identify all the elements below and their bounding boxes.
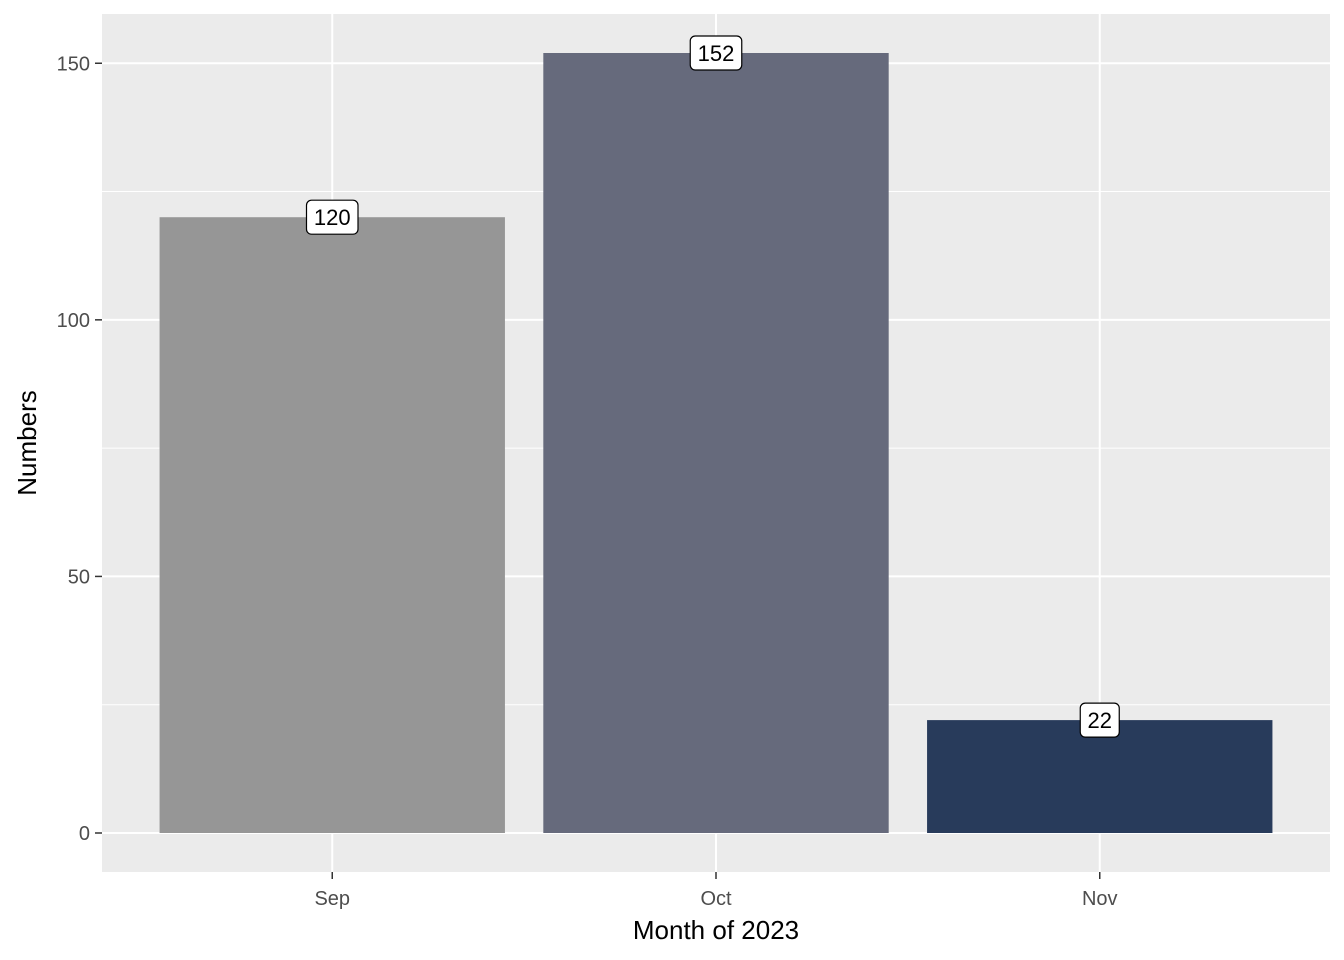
bar-oct — [543, 53, 889, 833]
y-axis-title: Numbers — [12, 390, 42, 495]
y-tick-label: 50 — [68, 566, 90, 588]
x-tick-label: Nov — [1082, 888, 1118, 910]
x-tick-label: Oct — [700, 888, 732, 910]
bar-sep — [159, 217, 505, 834]
y-tick-label: 150 — [57, 53, 90, 75]
data-label-box — [1079, 702, 1120, 738]
data-label-box — [305, 199, 359, 235]
bar-nov — [927, 720, 1273, 833]
y-axis: 0 50 100 150 — [57, 53, 102, 845]
y-tick-label: 0 — [79, 823, 90, 845]
y-tick-label: 100 — [57, 310, 90, 332]
x-tick-label: Sep — [314, 888, 350, 910]
data-label-box — [689, 35, 743, 71]
data-label: 152 — [698, 41, 735, 66]
data-label: 22 — [1088, 708, 1112, 733]
x-axis: Sep Oct Nov — [314, 872, 1118, 910]
x-axis-title: Month of 2023 — [633, 915, 799, 945]
data-labels: 120 152 22 — [305, 35, 1120, 738]
data-label: 120 — [314, 205, 351, 230]
bars — [159, 53, 1273, 834]
